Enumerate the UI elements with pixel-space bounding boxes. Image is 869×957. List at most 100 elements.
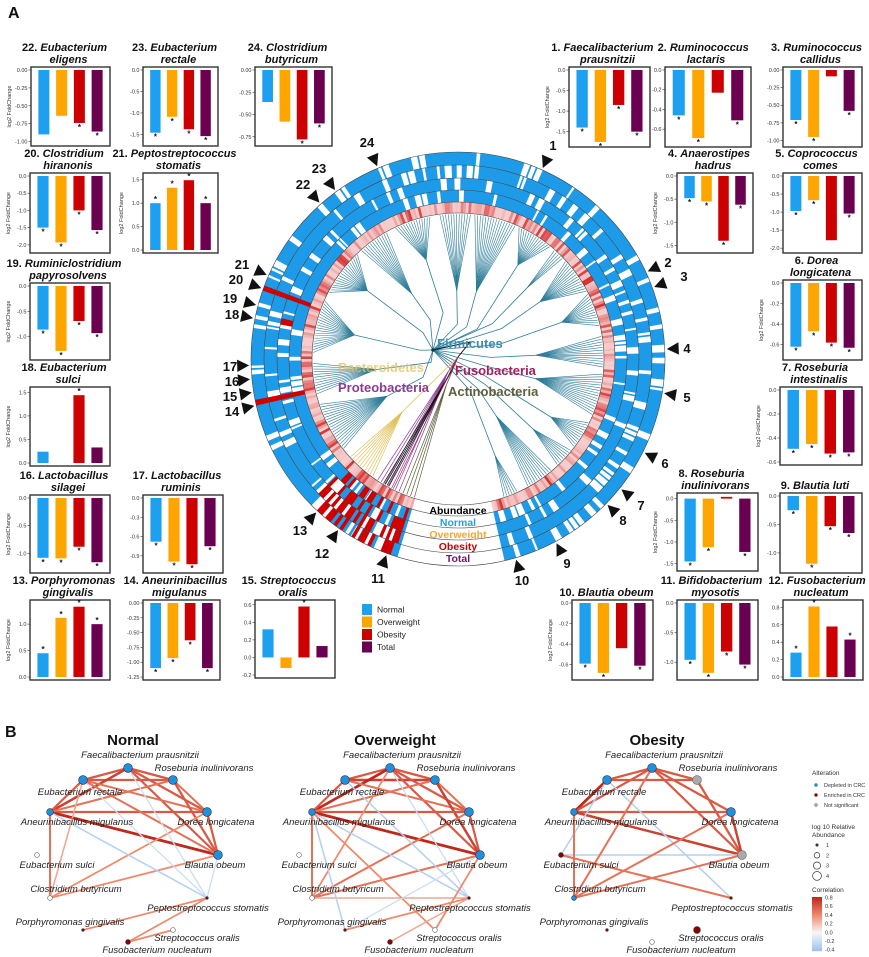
ring-enriched	[338, 501, 350, 514]
ring-gap	[335, 240, 347, 251]
ring-gap	[637, 336, 652, 344]
ring-gap	[338, 237, 349, 248]
bar-chart: 21. Peptostreptococcusstomatis0.00.51.01…	[112, 148, 236, 254]
ring-enriched	[358, 485, 368, 498]
ring-enriched	[387, 541, 395, 555]
chart-number: 11.	[661, 575, 676, 587]
ring-gap	[619, 461, 635, 474]
marker-label: 5	[683, 390, 690, 405]
y-tick-label: 0.0	[666, 601, 674, 607]
chart-species: gingivalis	[42, 587, 94, 599]
tree-branch	[539, 272, 575, 302]
abundance-segment	[579, 271, 590, 280]
tree-branch	[550, 416, 574, 447]
ring-gap	[599, 469, 612, 481]
ring-gap	[288, 235, 303, 248]
correlation-edge	[605, 766, 654, 782]
bar-normal	[150, 498, 162, 542]
colorbar-step	[812, 925, 822, 927]
tree-branch	[539, 263, 568, 302]
species-node	[729, 896, 733, 900]
species-node	[78, 775, 88, 785]
abundance-segment	[564, 456, 575, 467]
tree-branch	[517, 231, 527, 266]
tree-branch	[561, 319, 598, 323]
tree-branch	[387, 371, 449, 487]
y-tick-label: -0.25	[127, 616, 140, 622]
colorbar-step	[812, 900, 822, 902]
abundance-segment	[577, 440, 589, 450]
tree-branch	[340, 273, 368, 291]
y-tick-label: -1.0	[664, 220, 673, 226]
ring-gap	[497, 509, 507, 523]
y-tick-label: -1.5	[556, 130, 565, 136]
abundance-segment	[596, 401, 609, 408]
abundance-segment	[412, 208, 418, 220]
tree-branch	[535, 378, 599, 397]
bar-total	[739, 498, 751, 552]
abundance-segment	[301, 345, 313, 349]
bar-obesity	[73, 176, 85, 211]
abundance-segment	[354, 469, 365, 480]
ring-gap	[651, 357, 665, 364]
abundance-segment	[601, 331, 614, 337]
abundance-segment	[320, 280, 332, 289]
tree-branch	[432, 349, 496, 456]
colorbar-step	[812, 939, 822, 941]
tree-branch	[355, 411, 403, 462]
bar-overweight	[806, 496, 818, 564]
abundance-segment	[306, 315, 318, 322]
marker-label: 9	[563, 556, 570, 571]
significance-star: *	[59, 558, 63, 567]
ring-gap	[538, 506, 548, 518]
ring-enriched	[346, 507, 357, 520]
ring-enriched	[348, 493, 359, 506]
species-node	[308, 808, 316, 816]
abundance-segment	[354, 238, 365, 249]
abundance-segment	[341, 251, 352, 262]
tree-branch	[550, 416, 589, 423]
alteration-dot	[814, 803, 818, 807]
abundance-segment	[551, 469, 562, 480]
y-tick-label: -0.4	[559, 642, 568, 648]
abundance-segment	[581, 434, 593, 443]
phylum-label: Firmicutes	[437, 336, 503, 351]
y-tick-label: 0.00	[769, 68, 780, 74]
species-label: Porphyromonas gingivalis	[278, 917, 387, 928]
chart-species: butyricum	[265, 54, 318, 66]
ring-enriched	[356, 499, 366, 511]
abundance-segment	[515, 214, 522, 226]
ring-gap	[277, 338, 291, 346]
y-tick-label: 0.5	[19, 437, 27, 443]
ring-gap	[377, 166, 386, 181]
abundance-segment	[596, 310, 609, 317]
tree-branch	[331, 287, 368, 292]
tree-branch	[539, 278, 580, 302]
abundance-segment	[455, 201, 459, 214]
tree-branch	[532, 429, 558, 465]
y-tick-label: -1.0	[556, 109, 565, 115]
abundance-segment	[519, 490, 527, 502]
tree-branch	[517, 243, 546, 266]
y-tick-label: 0.0	[769, 494, 777, 500]
abundance-segment	[600, 386, 613, 392]
tree-branch	[561, 317, 597, 323]
abundance-segment	[490, 206, 497, 218]
species-label: Eubacterium rectale	[562, 787, 646, 798]
ring-gap	[384, 513, 392, 526]
abundance-segment	[305, 394, 317, 400]
ring-gap	[609, 279, 624, 291]
ring-enriched	[298, 298, 312, 308]
tree-branch	[539, 281, 581, 302]
y-tick-label: 0.0	[772, 281, 780, 287]
phylum-label: Fusobacteria	[455, 363, 537, 378]
y-tick-label: 0.00	[129, 601, 140, 607]
abundance-segment	[535, 225, 544, 237]
legend-label: Normal	[377, 605, 405, 615]
ring-gap	[317, 203, 331, 217]
abundance-segment	[460, 202, 464, 214]
significance-star: *	[187, 172, 191, 181]
ring-gap	[613, 334, 626, 342]
abundance-segment	[583, 278, 595, 287]
tree-branch	[365, 246, 412, 294]
